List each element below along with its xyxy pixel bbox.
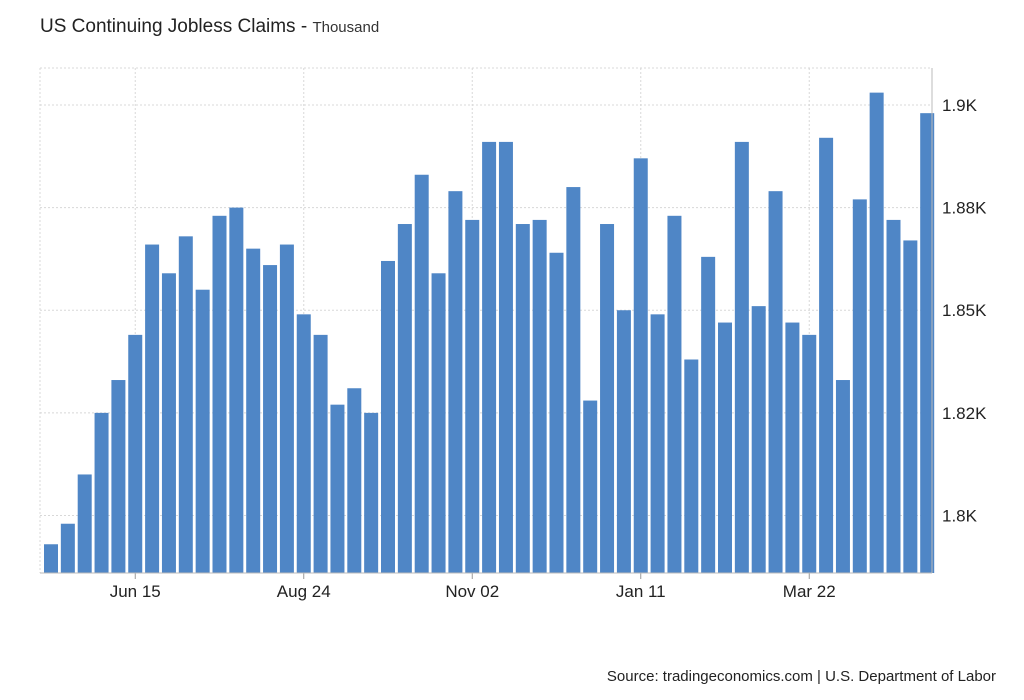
bar (802, 334, 817, 573)
bar (819, 137, 834, 573)
bar (768, 191, 783, 574)
bar (448, 191, 463, 574)
chart-unit: Thousand (312, 19, 380, 36)
bar (364, 412, 379, 573)
bar (583, 400, 598, 573)
bar (852, 199, 867, 573)
bar (414, 174, 429, 573)
y-tick-label: 1.9K (942, 96, 978, 115)
y-tick-label: 1.8K (942, 507, 978, 526)
bar (128, 334, 143, 573)
bar (77, 474, 92, 573)
bar (549, 252, 564, 573)
bar (903, 240, 918, 573)
bar (279, 244, 294, 573)
bar (60, 523, 75, 573)
chart-title: US Continuing Jobless Claims - Thousand (40, 16, 380, 37)
y-tick-label: 1.82K (942, 404, 987, 423)
bars (44, 92, 935, 574)
bar (566, 187, 581, 573)
bar (465, 219, 480, 573)
bar (161, 273, 176, 573)
bar (616, 310, 631, 573)
bar-chart: 1.8K 1.82K 1.85K 1.88K 1.9K Jun 15 Aug 24 Nov … (39, 67, 987, 601)
bar (515, 224, 530, 573)
bar (381, 260, 395, 573)
bar (212, 215, 227, 573)
bar (785, 322, 800, 573)
bar (633, 158, 648, 574)
bar (313, 334, 328, 573)
x-tick-label: Aug 24 (277, 582, 331, 601)
bar (195, 289, 210, 573)
bar (886, 219, 901, 573)
y-tick-label: 1.88K (942, 199, 987, 218)
bar (347, 388, 362, 573)
y-tick-label: 1.85K (942, 301, 987, 320)
x-tick-label: Jan 11 (616, 582, 666, 601)
bar (111, 380, 126, 573)
x-tick-label: Jun 15 (110, 582, 161, 601)
chart-title-text: US Continuing Jobless Claims (40, 16, 296, 37)
bar (44, 544, 58, 573)
source-note: Source: tradingeconomics.com | U.S. Depa… (606, 668, 996, 685)
bar (684, 359, 699, 573)
bar (145, 244, 160, 573)
bar (869, 92, 884, 573)
x-tick-label: Mar 22 (783, 582, 836, 601)
bar (734, 141, 749, 573)
bar (701, 256, 716, 573)
bar (751, 306, 766, 573)
x-tick-label: Nov 02 (445, 582, 499, 601)
bar (718, 322, 732, 573)
bar (296, 314, 311, 573)
x-axis: Jun 15 Aug 24 Nov 02 Jan 11 Mar 22 (40, 572, 932, 601)
bar (397, 224, 412, 573)
bar (600, 224, 615, 573)
bar (229, 207, 244, 573)
bar (330, 404, 345, 573)
bar (498, 141, 513, 573)
bar (920, 113, 935, 574)
bar (431, 273, 446, 573)
bar (94, 412, 109, 573)
bar (178, 236, 193, 574)
bar (482, 141, 497, 573)
bar (246, 248, 261, 574)
bar (835, 380, 850, 573)
bar (263, 265, 278, 573)
bar (667, 215, 682, 573)
bar (650, 314, 665, 573)
y-axis: 1.8K 1.82K 1.85K 1.88K 1.9K (931, 68, 987, 573)
bar (532, 219, 547, 573)
